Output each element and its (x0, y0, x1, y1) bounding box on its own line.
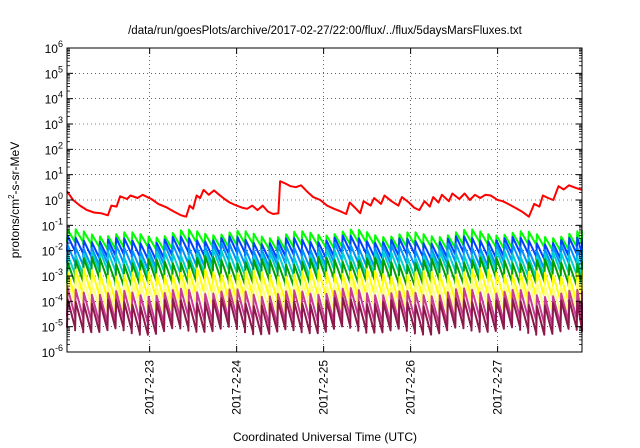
x-tick-label: 2017-2-24 (230, 360, 244, 415)
x-tick-label: 2017-2-25 (317, 360, 331, 415)
y-tick-label: 10-5 (42, 318, 63, 335)
y-axis-label-rest: -s-sr-MeV (8, 142, 22, 195)
x-tick-label: 2017-2-23 (143, 360, 157, 415)
y-tick-label-exponent: -1 (55, 216, 63, 226)
y-tick-label-exponent: -5 (55, 318, 63, 328)
y-tick-label-exponent: 1 (58, 166, 63, 176)
y-tick-label: 100 (45, 191, 63, 208)
y-tick-label: 10-3 (42, 267, 63, 284)
y-tick-label-base: 10 (42, 346, 56, 360)
y-tick-label-base: 10 (42, 219, 56, 233)
y-tick-label: 106 (45, 39, 63, 56)
y-tick-label-base: 10 (45, 118, 59, 132)
y-tick-label: 105 (45, 64, 63, 81)
y-tick-label: 10-2 (42, 242, 63, 259)
y-tick-label-exponent: -4 (55, 292, 63, 302)
x-tick-label: 2017-2-27 (491, 360, 505, 415)
plot-area (66, 180, 583, 336)
y-tick-label-base: 10 (42, 270, 56, 284)
x-axis: 2017-2-23 2017-2-24 2017-2-25 2017-2-26 2017… (143, 48, 505, 415)
y-tick-label: 103 (45, 115, 63, 132)
y-tick-label-base: 10 (45, 169, 59, 183)
y-axis-label-sup: 2 (7, 194, 16, 199)
y-tick-label-exponent: 4 (58, 90, 63, 100)
y-axis-label: protons/cm2-s-sr-MeV (7, 142, 22, 258)
y-tick-label-base: 10 (42, 295, 56, 309)
series-line (66, 296, 583, 336)
y-tick-label: 102 (45, 140, 63, 157)
y-tick-label-base: 10 (42, 321, 56, 335)
y-tick-label: 10-1 (42, 216, 63, 233)
y-tick-label: 10-6 (42, 343, 63, 360)
y-tick-label-exponent: 6 (58, 39, 63, 49)
y-tick-label-base: 10 (45, 67, 59, 81)
chart-title: /data/run/goesPlots/archive/2017-02-27/2… (128, 25, 523, 37)
y-tick-label: 10-4 (42, 292, 63, 309)
y-tick-label: 101 (45, 166, 63, 183)
x-tick-label: 2017-2-26 (404, 360, 418, 415)
y-tick-label-base: 10 (45, 143, 59, 157)
y-tick-label-base: 10 (45, 42, 59, 56)
y-axis-label-base: protons/cm (8, 199, 22, 258)
y-axis: 10-610-510-410-310-210-11001011021031041… (42, 39, 582, 360)
y-tick-label-exponent: -3 (55, 267, 63, 277)
y-tick-label-exponent: 5 (58, 64, 63, 74)
y-tick-label: 104 (45, 90, 63, 107)
y-tick-label-base: 10 (42, 245, 56, 259)
y-tick-label-exponent: 2 (58, 140, 63, 150)
series-line (66, 180, 583, 218)
y-tick-label-base: 10 (45, 194, 59, 208)
y-tick-label-exponent: 0 (58, 191, 63, 201)
y-tick-label-exponent: -6 (55, 343, 63, 353)
y-tick-label-exponent: 3 (58, 115, 63, 125)
y-tick-label-exponent: -2 (55, 242, 63, 252)
y-tick-label-base: 10 (45, 93, 59, 107)
x-axis-label: Coordinated Universal Time (UTC) (233, 430, 417, 444)
